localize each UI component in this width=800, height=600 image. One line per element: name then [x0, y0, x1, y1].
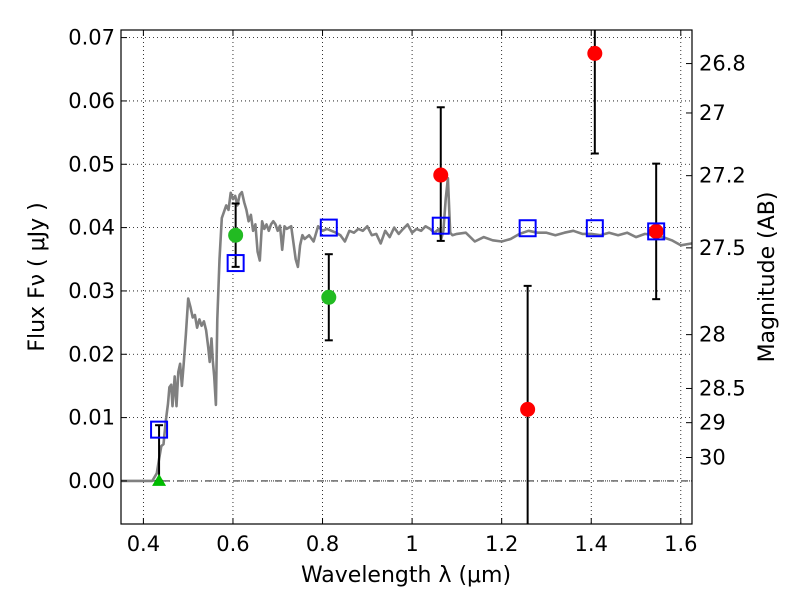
observation-point [433, 167, 449, 183]
observation-point [228, 227, 244, 243]
y2-tick-label: 27 [699, 101, 726, 125]
y2-tick-label: 28 [699, 323, 726, 347]
x-tick-label: 0.6 [216, 532, 249, 556]
axis-ticks: 0.4 0.6 0.8 1 1.2 1.4 1.6 0.00 0.01 0.02 0.03 0.04 0… [68, 26, 746, 556]
sed-model-curve [121, 176, 693, 483]
model-photometry-square [226, 254, 245, 273]
y2-tick-label: 29 [699, 411, 726, 435]
model-photometry-layer [150, 216, 666, 439]
observation-point [520, 401, 536, 417]
model-photometry-square [150, 420, 169, 439]
y2-tick-label: 28.5 [699, 376, 746, 400]
y-tick-label: 0.03 [68, 279, 115, 303]
y2-axis-label: Magnitude (AB) [755, 192, 780, 363]
y-tick-label: 0.00 [68, 469, 115, 493]
observation-point-triangle [152, 473, 167, 486]
observation-point [648, 223, 664, 239]
y-tick-label: 0.06 [68, 89, 115, 113]
model-photometry-square [647, 222, 666, 241]
model-photometry-square [518, 219, 537, 238]
y2-tick-label: 26.8 [699, 52, 746, 76]
y2-tick-label: 27.5 [699, 236, 746, 260]
y-axis-label: Flux Fν ( μJy ) [25, 202, 50, 351]
y2-tick-label: 27.2 [699, 164, 746, 188]
y-tick-label: 0.02 [68, 342, 115, 366]
y-tick-label: 0.04 [68, 216, 115, 240]
x-tick-label: 0.8 [306, 532, 339, 556]
x-tick-label: 1.6 [664, 532, 697, 556]
x-tick-label: 1 [405, 532, 418, 556]
model-photometry-square [431, 216, 450, 235]
x-tick-label: 1.4 [575, 532, 608, 556]
observation-point [321, 289, 337, 305]
model-photometry-square [585, 219, 604, 238]
observation-point [587, 45, 603, 61]
y-tick-label: 0.07 [68, 26, 115, 50]
sed-model-layer [121, 176, 693, 483]
y-tick-label: 0.05 [68, 152, 115, 176]
y-tick-label: 0.01 [68, 406, 115, 430]
plot-frame [120, 29, 693, 525]
y2-tick-label: 30 [699, 446, 726, 470]
x-axis-label: Wavelength λ (μm) [301, 563, 511, 588]
x-tick-label: 1.2 [485, 532, 518, 556]
observation-layer [152, 45, 664, 486]
x-tick-label: 0.4 [127, 532, 160, 556]
model-photometry-square [319, 218, 338, 237]
